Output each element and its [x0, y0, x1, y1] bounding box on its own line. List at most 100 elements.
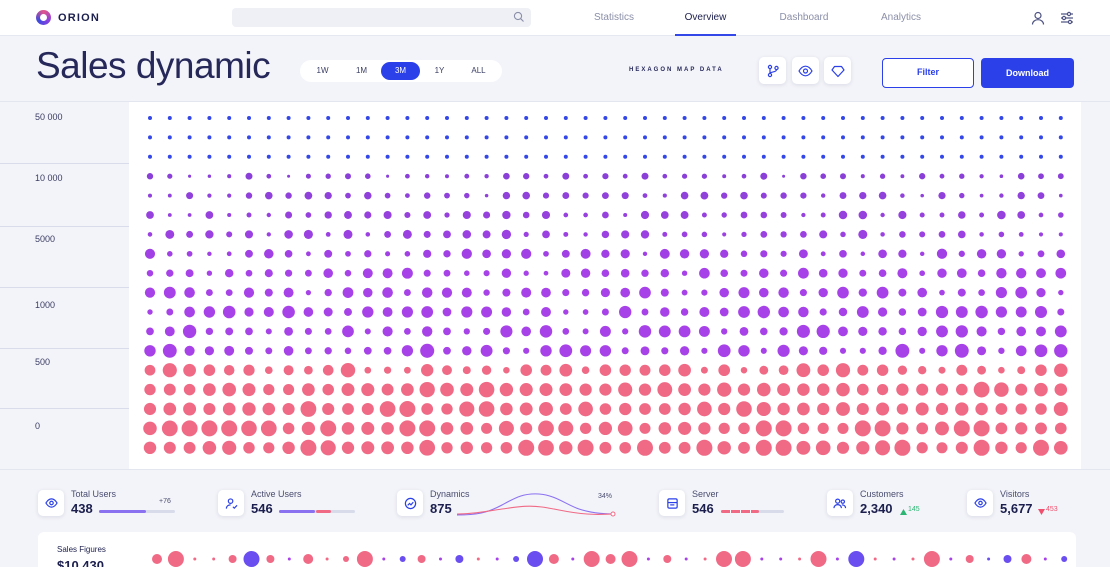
period-all[interactable]: ALL — [471, 66, 486, 75]
chart-dot — [1038, 173, 1044, 180]
chart-dot — [798, 306, 809, 318]
chart-dot — [600, 288, 610, 298]
period-1w[interactable]: 1W — [316, 66, 329, 75]
chart-dot — [995, 422, 1008, 435]
chart-dot — [518, 439, 535, 456]
chart-dot — [954, 343, 969, 358]
nav-dashboard[interactable]: Dashboard — [779, 12, 829, 23]
chart-dot — [482, 249, 491, 259]
stat-customers[interactable]: Customers 2,340 145 — [827, 487, 947, 521]
chart-dot — [283, 384, 295, 396]
chart-dot — [800, 172, 807, 180]
chart-dot — [761, 154, 766, 159]
period-3m[interactable]: 3M — [381, 62, 420, 80]
chart-dot — [481, 306, 493, 318]
stat-total-users[interactable]: Total Users 438 +76 — [38, 487, 188, 521]
chart-dot — [502, 288, 511, 297]
chart-dot — [738, 345, 750, 357]
chart-dot — [920, 193, 924, 198]
nav-analytics[interactable]: Analytics — [880, 12, 921, 23]
nav-overview[interactable]: Overview — [675, 0, 736, 36]
chart-dot — [876, 286, 889, 299]
chart-dot — [583, 154, 588, 159]
chart-dot — [1038, 232, 1044, 237]
period-1y[interactable]: 1Y — [434, 66, 445, 75]
chart-dot — [305, 289, 312, 296]
chart-dot — [1019, 135, 1024, 140]
search-input[interactable] — [232, 8, 531, 27]
chart-dot — [305, 212, 312, 218]
download-button[interactable]: Download — [981, 58, 1074, 88]
chart-dot — [1034, 305, 1048, 319]
chart-dot — [598, 421, 613, 436]
chart-dot — [900, 154, 905, 159]
branch-button[interactable] — [759, 57, 786, 84]
branch-icon — [767, 64, 779, 77]
view-button[interactable] — [792, 57, 819, 84]
chart-dot — [780, 269, 788, 277]
chart-dot — [603, 116, 608, 120]
chart-dot — [894, 439, 911, 456]
chart-dot — [900, 193, 905, 198]
chart-dot — [344, 347, 352, 355]
user-icon[interactable] — [1030, 10, 1046, 26]
chart-dot — [682, 154, 687, 159]
chart-dot — [224, 268, 234, 278]
chart-dot — [957, 288, 966, 297]
chart-dot — [997, 327, 1006, 336]
chart-dot — [165, 229, 175, 239]
nav-statistics[interactable]: Statistics — [593, 12, 634, 23]
stat-change: +76 — [159, 498, 171, 505]
chart-dot — [501, 307, 512, 317]
sales-figures-panel: Sales Figures $10,430 — [38, 532, 1076, 567]
chart-dot — [583, 116, 588, 120]
stat-active-users[interactable]: Active Users 546 — [218, 487, 368, 521]
chart-dot — [364, 366, 372, 374]
chart-dot — [483, 270, 490, 277]
search-icon[interactable] — [513, 11, 525, 23]
filter-button[interactable]: Filter — [882, 58, 974, 88]
diamond-button[interactable] — [824, 57, 851, 84]
chart-dot — [975, 402, 988, 416]
chart-dot — [163, 441, 176, 454]
chart-dot — [445, 154, 449, 159]
stat-visitors[interactable]: Visitors 5,677 453 — [967, 487, 1077, 521]
y-tick-label: 0 — [35, 421, 41, 431]
chart-dot — [341, 422, 355, 435]
chart-dot — [186, 250, 193, 257]
chart-dot — [146, 211, 154, 219]
settings-sliders-icon[interactable] — [1059, 10, 1075, 26]
chart-dot — [484, 193, 489, 198]
period-1m[interactable]: 1M — [355, 66, 368, 75]
sales-dot — [399, 556, 406, 562]
chart-dot — [898, 308, 907, 316]
chart-dot — [801, 212, 806, 218]
chart-dot — [284, 269, 293, 277]
chart-dot — [875, 440, 891, 456]
chart-dot — [718, 422, 730, 435]
chart-dot — [341, 441, 355, 454]
chart-dot — [1035, 403, 1047, 415]
chart-dot — [999, 116, 1004, 120]
chart-dot — [756, 401, 771, 417]
chart-dot — [880, 212, 885, 218]
sales-dot — [987, 557, 991, 561]
chart-dot — [580, 248, 591, 259]
chart-dot — [442, 307, 452, 317]
chart-dot — [717, 382, 732, 397]
chart-dot — [147, 309, 153, 315]
chart-dot — [464, 154, 469, 159]
chart-dot — [874, 420, 891, 437]
logo[interactable]: ORION — [36, 10, 100, 25]
chart-dot — [801, 154, 806, 159]
stat-server[interactable]: Server 546 — [659, 487, 809, 521]
stat-dynamics[interactable]: Dynamics 875 34% — [397, 487, 619, 521]
stat-value: 546 — [251, 501, 273, 516]
chart-dot — [742, 154, 746, 159]
sales-value: $10,430 — [57, 558, 104, 567]
chart-dot — [1053, 440, 1068, 455]
chart-dot — [401, 383, 414, 396]
chart-dot — [422, 326, 433, 337]
chart-dot — [501, 229, 512, 240]
chart-dot — [320, 440, 336, 456]
